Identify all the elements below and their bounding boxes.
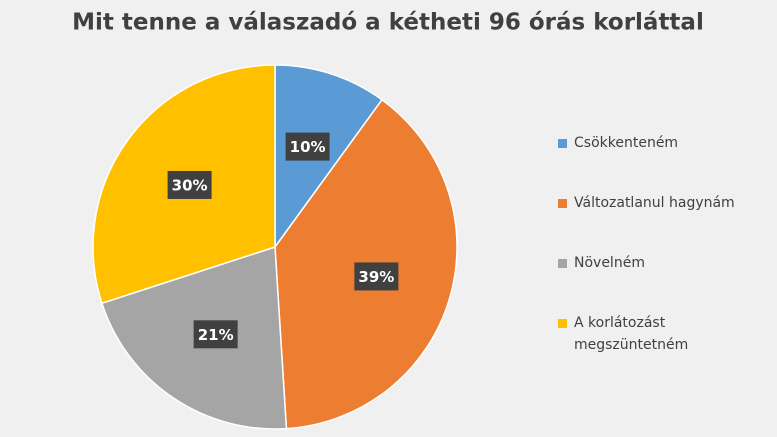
data-label: 39% [358, 268, 394, 286]
legend: Csökkenteném Változatlanul hagynám Növelné… [558, 132, 758, 394]
data-label: 21% [198, 326, 234, 344]
data-label: 10% [290, 138, 326, 156]
legend-label: Változatlanul hagynám [574, 195, 735, 211]
data-label-box [167, 170, 212, 199]
legend-item: Növelném [558, 252, 758, 274]
legend-swatch [558, 259, 567, 268]
chart-title: Mit tenne a válaszadó a kétheti 96 órás … [72, 10, 704, 36]
data-label-box [354, 262, 399, 291]
data-label-box [285, 132, 330, 161]
legend-label: A korlátozást megszüntetném [574, 315, 689, 353]
legend-swatch [558, 139, 567, 148]
data-label: 30% [172, 176, 208, 194]
data-label-box [193, 320, 238, 349]
legend-label: Csökkenteném [574, 135, 679, 151]
legend-item: Változatlanul hagynám [558, 192, 758, 214]
legend-label: Növelném [574, 255, 645, 271]
legend-swatch [558, 319, 567, 328]
legend-item: Csökkenteném [558, 132, 758, 154]
legend-swatch [558, 199, 567, 208]
legend-item: A korlátozást megszüntetném [558, 312, 758, 356]
